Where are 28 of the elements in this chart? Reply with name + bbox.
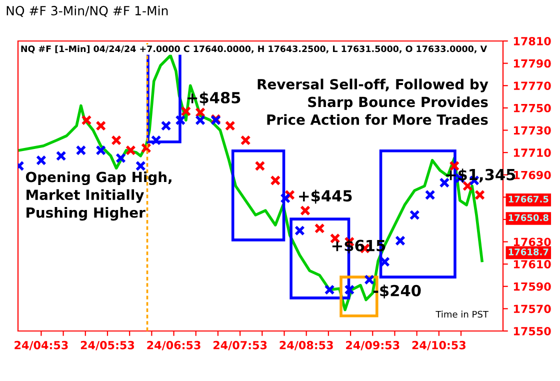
chart-subtitle: NQ #F [1-Min] 04/24/24 +7.0000 C 17640.0000, H 17643.2500, L 17631.5000, O 17633.0000, V <box>21 45 488 54</box>
x-tick-label: 24/07:53 <box>213 340 267 350</box>
annotation: Time in PST <box>436 310 488 318</box>
y-tick-label: 17570 <box>514 304 551 314</box>
y-tick-label: 17690 <box>514 170 551 180</box>
y-tick-label: 17710 <box>514 148 551 157</box>
x-tick-label: 24/05:53 <box>80 340 134 350</box>
y-tick-label: 17750 <box>514 104 551 112</box>
x-tick-label: 24/04:53 <box>14 340 68 350</box>
annotation: +$445 <box>299 190 352 204</box>
annotation: Opening Gap High, Market Initially Pushing Higher <box>26 172 172 221</box>
chart-title: NQ #F 3-Min/NQ #F 1-Min <box>6 6 168 17</box>
annotation: Reversal Sell-off, Followed by Sharp Bounce Provides Price Action for More Trades <box>258 78 488 125</box>
y-tick-label: 17790 <box>514 59 551 68</box>
y-tick-label: 17810 <box>514 36 551 46</box>
x-tick-label: 24/09:53 <box>346 340 400 350</box>
y-tick-label: 17630 <box>514 238 551 246</box>
x-tick-label: 24/10:53 <box>412 340 466 350</box>
text: 17650.8 <box>508 214 548 222</box>
y-tick-label: 17590 <box>514 282 551 291</box>
x-tick-label: 24/08:53 <box>280 340 333 350</box>
y-tick-label: 17550 <box>514 326 551 336</box>
y-tick-label: 17770 <box>514 82 551 90</box>
x-tick-label: 24/06:53 <box>147 340 200 350</box>
y-tick-label: 17730 <box>514 126 551 135</box>
text: 17667.5 <box>508 196 548 203</box>
y-tick-label: 17610 <box>514 260 551 268</box>
text: 17618.7 <box>508 248 548 256</box>
